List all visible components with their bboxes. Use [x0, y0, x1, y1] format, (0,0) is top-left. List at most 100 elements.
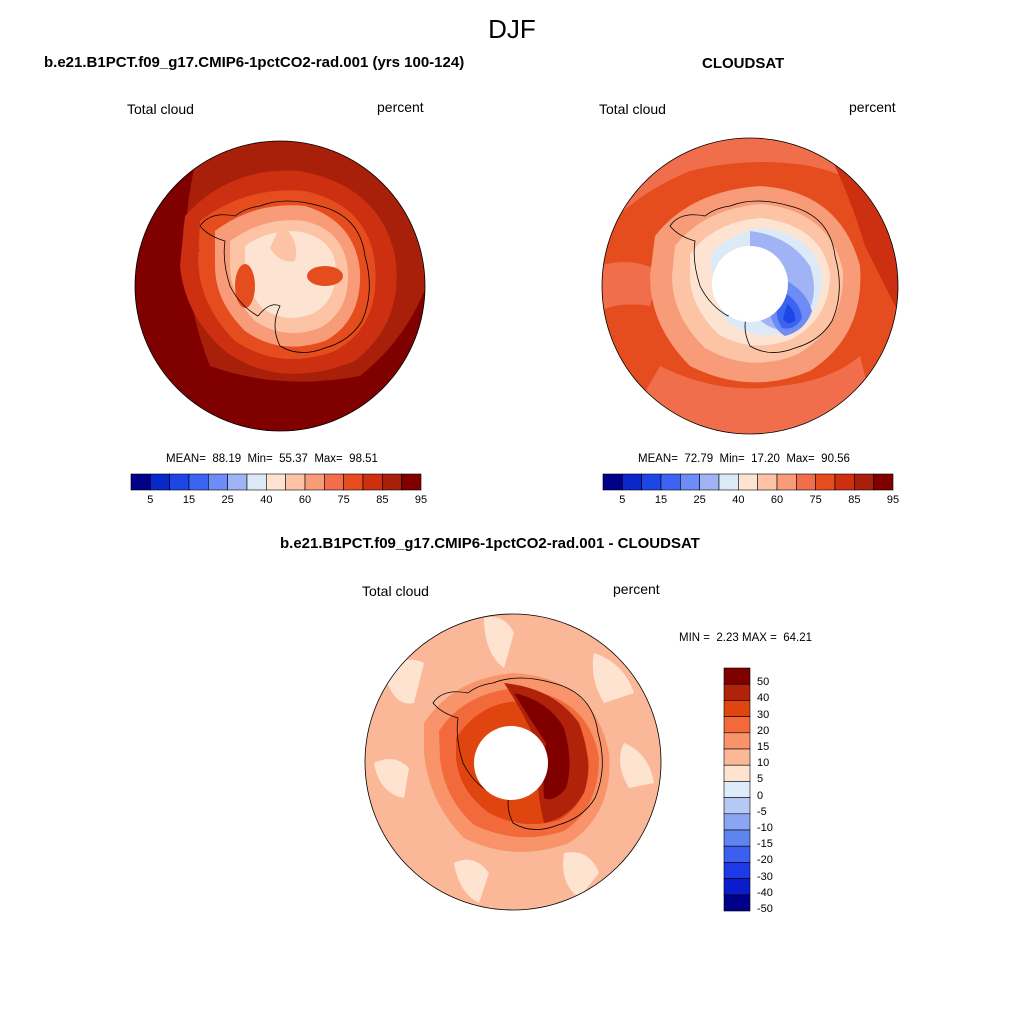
diff-missing-data-hole — [474, 726, 548, 800]
model-stats: MEAN= 88.19 Min= 55.37 Max= 98.51 — [166, 453, 378, 465]
model-colorbar-tick-label: 5 — [147, 494, 154, 506]
diff-colorbar-tick-label: 15 — [757, 741, 770, 753]
model-colorbar-tick-label: 15 — [182, 494, 196, 506]
model-colorbar — [130, 473, 422, 491]
diff-colorbar-box — [723, 764, 751, 782]
model-colorbar-box — [246, 473, 267, 491]
diff-colorbar-box — [723, 716, 751, 734]
obs-colorbar-box — [738, 473, 758, 491]
obs-missing-data-hole — [712, 246, 788, 322]
obs-colorbar-box — [602, 473, 623, 491]
obs-colorbar-box — [796, 473, 816, 491]
model-colorbar-tick-label: 85 — [376, 494, 389, 506]
diff-stats: MIN = 2.23 MAX = 64.21 — [679, 632, 812, 644]
model-colorbar-box — [324, 473, 344, 491]
obs-colorbar-tick-label: 40 — [732, 494, 745, 506]
diff-colorbar-box — [723, 894, 751, 912]
diff-panel-title: b.e21.B1PCT.f09_g17.CMIP6-1pctCO2-rad.00… — [280, 535, 700, 552]
model-colorbar-box — [382, 473, 402, 491]
diff-colorbar-tick-label: 20 — [757, 724, 770, 737]
model-colorbar-box — [169, 473, 190, 491]
obs-colorbar-tick-label: 60 — [770, 494, 784, 506]
obs-stats: MEAN= 72.79 Min= 17.20 Max= 90.56 — [638, 453, 850, 465]
model-colorbar-tick-label: 25 — [221, 494, 234, 506]
model-colorbar-box — [266, 473, 286, 491]
diff-colorbar — [723, 667, 751, 912]
diff-colorbar-tick-label: 10 — [757, 757, 770, 770]
obs-polar-map — [601, 137, 899, 435]
model-colorbar-box — [150, 473, 170, 491]
model-colorbar-box — [401, 473, 422, 491]
obs-variable-label: Total cloud — [599, 101, 666, 117]
model-colorbar-box — [208, 473, 228, 491]
model-field-local-max — [307, 266, 343, 286]
diff-colorbar-ticks: 50 40 30 20 15 10 5 0 -5 -10 -15 -20 -30 -40 -50 — [757, 668, 797, 915]
diff-colorbar-tick-label: -20 — [757, 854, 773, 867]
model-colorbar-tick-label: 40 — [260, 494, 273, 506]
diff-units-label: percent — [613, 581, 660, 597]
obs-colorbar-tick-label: 95 — [886, 494, 900, 506]
diff-colorbar-tick-label: -30 — [757, 870, 773, 883]
diff-colorbar-tick-label: 5 — [757, 773, 764, 786]
diff-colorbar-tick-label: 40 — [757, 692, 770, 705]
model-colorbar-box — [362, 473, 383, 491]
model-variable-label: Total cloud — [127, 101, 194, 117]
obs-colorbar — [602, 473, 894, 491]
diff-colorbar-box — [723, 862, 751, 879]
obs-colorbar-box — [641, 473, 662, 491]
obs-colorbar-tick-label: 15 — [654, 494, 668, 506]
diff-colorbar-box — [723, 683, 751, 701]
diff-polar-map — [364, 613, 662, 911]
diff-variable-label: Total cloud — [362, 583, 429, 599]
obs-colorbar-tick-label: 75 — [809, 494, 822, 506]
obs-colorbar-box — [815, 473, 836, 491]
model-colorbar-box — [227, 473, 248, 491]
model-colorbar-tick-label: 95 — [414, 494, 428, 506]
model-colorbar-box — [304, 473, 325, 491]
obs-units-label: percent — [849, 99, 896, 115]
diff-colorbar-tick-label: -15 — [757, 838, 773, 851]
diff-colorbar-box — [723, 845, 751, 863]
obs-colorbar-box — [718, 473, 739, 491]
diff-colorbar-box — [723, 878, 751, 896]
model-polar-map — [134, 140, 426, 432]
model-colorbar-ticks: 5 15 25 40 60 75 85 95 — [131, 494, 427, 508]
obs-colorbar-box — [873, 473, 894, 491]
model-colorbar-box — [188, 473, 209, 491]
model-colorbar-tick-label: 75 — [337, 494, 350, 506]
diff-colorbar-tick-label: -40 — [757, 886, 773, 899]
diff-colorbar-box — [723, 667, 751, 685]
model-antarctica-coastline — [199, 200, 370, 353]
obs-colorbar-box — [854, 473, 874, 491]
model-colorbar-box — [343, 473, 364, 491]
model-colorbar-box — [130, 473, 151, 491]
diff-colorbar-box — [723, 748, 751, 766]
obs-colorbar-box — [622, 473, 642, 491]
diff-colorbar-tick-label: 50 — [757, 676, 770, 689]
diff-colorbar-box — [723, 797, 751, 815]
diff-colorbar-box — [723, 781, 751, 798]
obs-colorbar-box — [660, 473, 681, 491]
obs-colorbar-tick-label: 25 — [693, 494, 706, 506]
obs-colorbar-ticks: 5 15 25 40 60 75 85 95 — [603, 494, 899, 508]
diff-colorbar-tick-label: -10 — [757, 822, 773, 834]
diff-colorbar-box — [723, 813, 751, 831]
obs-colorbar-box — [699, 473, 720, 491]
diff-colorbar-box — [723, 700, 751, 717]
obs-colorbar-box — [757, 473, 778, 491]
diff-colorbar-box — [723, 829, 751, 847]
obs-colorbar-tick-label: 85 — [848, 494, 861, 506]
model-colorbar-box — [285, 473, 306, 491]
model-colorbar-tick-label: 60 — [298, 494, 312, 506]
obs-colorbar-box — [776, 473, 797, 491]
obs-colorbar-box — [834, 473, 855, 491]
obs-colorbar-tick-label: 5 — [619, 494, 626, 506]
obs-colorbar-box — [680, 473, 700, 491]
diff-colorbar-tick-label: 30 — [757, 708, 770, 721]
diff-colorbar-tick-label: -5 — [757, 805, 767, 818]
model-units-label: percent — [377, 99, 424, 115]
figure-title: DJF — [488, 14, 536, 44]
diff-colorbar-box — [723, 732, 751, 750]
diff-colorbar-tick-label: 0 — [757, 789, 764, 802]
model-panel-title: b.e21.B1PCT.f09_g17.CMIP6-1pctCO2-rad.00… — [44, 54, 465, 71]
